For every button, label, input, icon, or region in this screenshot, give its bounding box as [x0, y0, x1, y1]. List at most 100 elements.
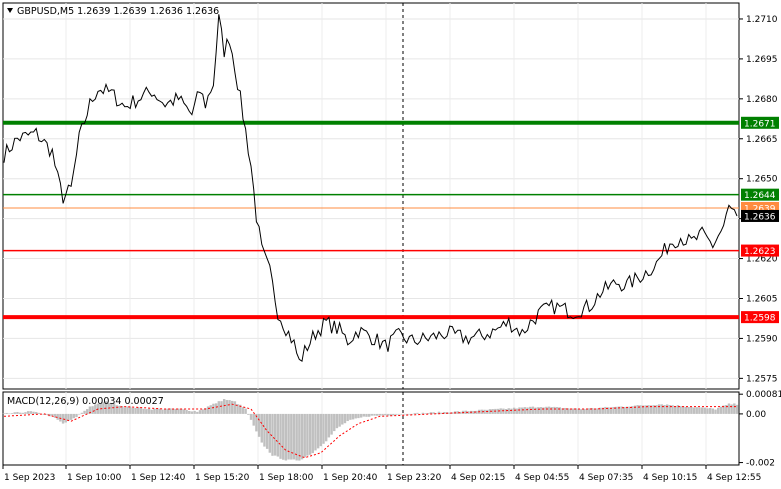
price-tick-label: 1.2665 — [746, 135, 778, 145]
macd-histogram-bar — [314, 413, 317, 451]
macd-histogram-bar — [620, 406, 623, 414]
macd-histogram-bar — [239, 404, 242, 414]
macd-histogram-bar — [61, 413, 65, 424]
macd-histogram-bar — [21, 412, 24, 414]
macd-histogram-bar — [104, 401, 108, 414]
macd-histogram-bar — [198, 410, 202, 414]
macd-histogram-bar — [290, 413, 293, 460]
macd-histogram-bar — [88, 406, 92, 414]
macd-histogram-bar — [582, 408, 586, 414]
macd-histogram-bar — [225, 400, 229, 414]
macd-histogram-bar — [249, 413, 253, 420]
price-tick-label: 1.2710 — [746, 15, 778, 25]
macd-histogram-bar — [193, 410, 196, 414]
macd-histogram-bar — [708, 408, 712, 414]
macd-histogram-bar — [263, 413, 266, 447]
macd-histogram-bar — [561, 408, 564, 414]
macd-histogram-bar — [126, 406, 129, 414]
time-tick-label: 1 Sep 18:00 — [259, 473, 314, 483]
macd-histogram-bar — [596, 408, 599, 414]
macd-histogram-bar — [196, 411, 199, 414]
macd-histogram-bar — [185, 409, 188, 414]
macd-histogram-bar — [665, 404, 669, 414]
macd-histogram-bar — [94, 404, 97, 414]
macd-histogram-bar — [72, 413, 76, 419]
macd-histogram-bar — [206, 406, 210, 414]
price-tick-label: 1.2590 — [746, 334, 778, 344]
macd-histogram-bar — [32, 411, 35, 414]
macd-histogram-bar — [26, 411, 30, 414]
macd-histogram-bar — [542, 407, 545, 414]
price-panel-frame — [2, 2, 740, 390]
macd-histogram-bar — [56, 413, 59, 420]
macd-tick-label: 0.00081 — [746, 390, 781, 400]
macd-histogram-bar — [252, 413, 255, 426]
macd-histogram-bar — [671, 405, 674, 414]
macd-histogram-bar — [306, 413, 309, 456]
macd-histogram-bar — [128, 406, 132, 414]
macd-histogram-bar — [324, 413, 328, 442]
time-tick-label: 4 Sep 12:55 — [707, 473, 761, 483]
macd-histogram-bar — [233, 401, 237, 414]
macd-histogram-bar — [357, 413, 360, 419]
time-tick-label: 4 Sep 07:35 — [579, 473, 633, 483]
macd-histogram-bar — [378, 413, 382, 416]
level-label-box-1.2598 — [741, 311, 779, 324]
macd-histogram-bar — [169, 408, 172, 414]
macd-histogram-bar — [440, 412, 443, 414]
macd-histogram-bar — [131, 407, 135, 414]
macd-histogram-bar — [217, 401, 220, 414]
macd-histogram-bar — [655, 405, 658, 414]
macd-histogram-bar — [389, 413, 392, 416]
macd-histogram-bar — [115, 405, 118, 414]
macd-histogram-bar — [719, 406, 723, 414]
macd-histogram-bar — [102, 402, 105, 414]
macd-histogram-bar — [660, 404, 664, 414]
macd-histogram-bar — [725, 405, 728, 414]
macd-histogram-bar — [569, 408, 572, 414]
macd-histogram-bar — [59, 413, 62, 422]
level-label-1.2644: 1.2644 — [744, 191, 776, 201]
macd-histogram-bar — [676, 405, 680, 414]
macd-histogram-bar — [10, 413, 14, 414]
macd-histogram-bar — [625, 406, 629, 414]
macd-histogram-bar — [711, 408, 715, 414]
macd-histogram-bar — [617, 406, 621, 414]
macd-histogram-bar — [464, 410, 468, 414]
macd-histogram-bar — [158, 408, 161, 414]
macd-histogram-bar — [45, 413, 49, 415]
macd-histogram-bar — [574, 408, 578, 414]
macd-histogram-bar — [292, 413, 296, 460]
macd-histogram-bar — [354, 413, 357, 419]
macd-histogram-bar — [609, 407, 613, 414]
level-label-1.2636: 1.2636 — [744, 212, 776, 222]
macd-histogram-bar — [29, 411, 33, 414]
macd-histogram-bar — [459, 411, 462, 414]
macd-histogram-bar — [367, 413, 371, 417]
macd-histogram-bar — [282, 413, 285, 460]
macd-histogram-bar — [614, 406, 618, 414]
level-label-1.2639: 1.2639 — [744, 204, 776, 214]
macd-histogram-bar — [118, 405, 121, 414]
level-label-1.2598: 1.2598 — [744, 314, 776, 324]
macd-histogram-bar — [706, 408, 709, 414]
macd-histogram-bar — [684, 406, 688, 414]
macd-histogram-bar — [316, 413, 320, 449]
macd-histogram-bar — [16, 411, 19, 414]
macd-histogram-bar — [674, 405, 677, 414]
macd-histogram-bar — [526, 407, 529, 414]
macd-histogram-bar — [330, 413, 333, 435]
time-tick-label: 1 Sep 12:40 — [131, 473, 186, 483]
macd-histogram-bar — [496, 408, 500, 414]
macd-histogram-bar — [432, 412, 435, 414]
macd-histogram-bar — [322, 413, 325, 444]
macd-histogram-bar — [86, 409, 89, 414]
macd-histogram-bar — [451, 412, 454, 414]
macd-histogram-bar — [703, 407, 706, 414]
macd-histogram-bar — [134, 407, 137, 414]
macd-histogram-bar — [351, 413, 355, 420]
macd-histogram-bar — [687, 407, 690, 414]
macd-histogram-bar — [644, 405, 647, 414]
macd-histogram-bar — [692, 407, 696, 414]
macd-histogram-bar — [523, 407, 527, 414]
